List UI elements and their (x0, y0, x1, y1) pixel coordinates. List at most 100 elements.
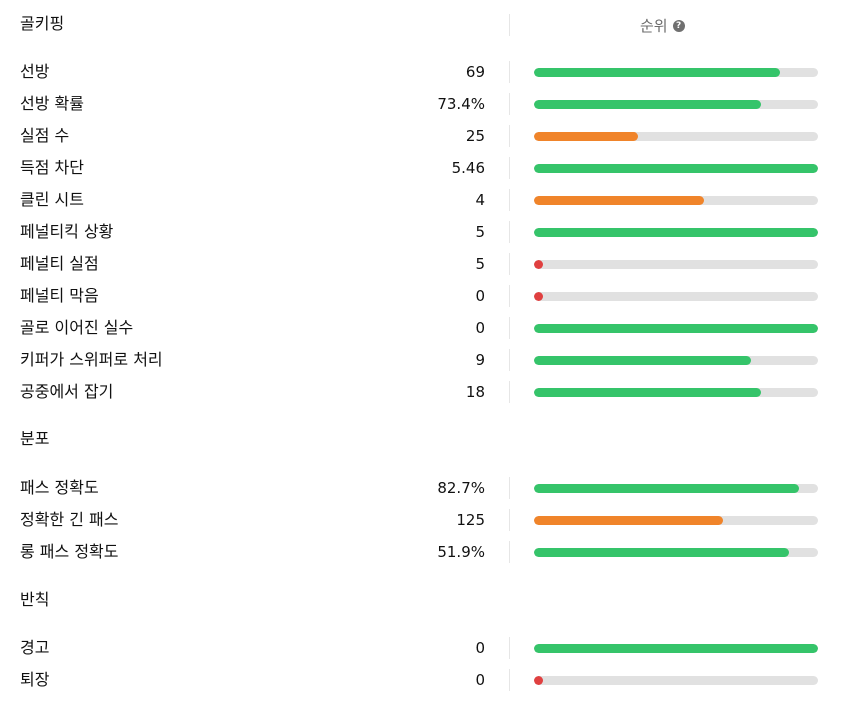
stat-value: 0 (475, 287, 485, 305)
column-divider (509, 477, 510, 499)
section-title-distribution: 분포 (20, 429, 50, 448)
stat-row-penalties-faced: 페널티킥 상황 5 (0, 216, 843, 248)
stat-row-red-cards: 퇴장 0 (0, 664, 843, 696)
rank-bar-fill (534, 548, 789, 557)
column-divider (509, 61, 510, 83)
stat-value: 25 (465, 127, 485, 145)
rank-bar (534, 196, 818, 205)
stat-label: 선방 확률 (20, 94, 84, 113)
stat-label: 패스 정확도 (20, 478, 99, 497)
stat-value: 5 (475, 255, 485, 273)
stat-value: 0 (475, 319, 485, 337)
stat-row-saves: 선방 69 (0, 56, 843, 88)
rank-bar-fill (534, 292, 543, 301)
rank-bar (534, 516, 818, 525)
column-divider (509, 221, 510, 243)
rank-bar-fill (534, 676, 543, 685)
stat-label: 골로 이어진 실수 (20, 318, 134, 337)
stat-row-errors-leading-to-goal: 골로 이어진 실수 0 (0, 312, 843, 344)
rank-bar-fill (534, 324, 818, 333)
rank-bar-fill (534, 228, 818, 237)
section-title-discipline: 반칙 (20, 590, 50, 609)
stat-value: 69 (465, 63, 485, 81)
stat-label: 클린 시트 (20, 190, 84, 209)
stat-row-goals-conceded: 실점 수 25 (0, 120, 843, 152)
rank-bar (534, 68, 818, 77)
column-divider (509, 157, 510, 179)
rank-bar (534, 324, 818, 333)
stats-header: 골키핑 순위 ? (0, 0, 843, 48)
stat-value: 73.4% (437, 95, 485, 113)
column-divider (509, 317, 510, 339)
rank-bar (534, 100, 818, 109)
rank-bar-fill (534, 356, 751, 365)
rank-bar-fill (534, 196, 704, 205)
column-divider (509, 669, 510, 691)
rank-bar (534, 676, 818, 685)
rank-bar (534, 228, 818, 237)
stat-label: 공중에서 잡기 (20, 382, 114, 401)
stat-label: 퇴장 (20, 670, 50, 689)
stat-row-long-ball-accuracy: 롱 패스 정확도 51.9% (0, 536, 843, 568)
rank-bar (534, 356, 818, 365)
stat-label: 페널티킥 상황 (20, 222, 114, 241)
rank-bar (534, 484, 818, 493)
stat-value: 82.7% (437, 479, 485, 497)
rank-bar-fill (534, 68, 780, 77)
rank-bar-fill (534, 164, 818, 173)
stat-row-accurate-long-balls: 정확한 긴 패스 125 (0, 504, 843, 536)
stat-label: 득점 차단 (20, 158, 84, 177)
stat-label: 페널티 실점 (20, 254, 99, 273)
rank-bar-fill (534, 100, 761, 109)
stat-label: 페널티 막음 (20, 286, 99, 305)
stat-row-penalty-saves: 페널티 막음 0 (0, 280, 843, 312)
column-divider (509, 253, 510, 275)
stat-label: 정확한 긴 패스 (20, 510, 119, 529)
rank-bar (534, 260, 818, 269)
help-icon[interactable]: ? (672, 20, 685, 32)
rank-bar (534, 164, 818, 173)
rank-bar (534, 292, 818, 301)
stat-value: 51.9% (437, 543, 485, 561)
rank-header-label: 순위 (640, 17, 668, 35)
column-divider (509, 509, 510, 531)
rank-bar-fill (534, 132, 638, 141)
stat-row-yellow-cards: 경고 0 (0, 632, 843, 664)
rank-bar (534, 132, 818, 141)
stat-value: 4 (475, 191, 485, 209)
rank-bar-fill (534, 484, 799, 493)
rank-bar-fill (534, 260, 543, 269)
stat-row-penalty-goals-conceded: 페널티 실점 5 (0, 248, 843, 280)
rank-bar (534, 644, 818, 653)
stat-label: 롱 패스 정확도 (20, 542, 119, 561)
column-divider (509, 541, 510, 563)
stat-value: 18 (465, 383, 485, 401)
section-title-goalkeeping: 골키핑 (20, 14, 65, 33)
rank-bar (534, 388, 818, 397)
stat-row-save-percentage: 선방 확률 73.4% (0, 88, 843, 120)
column-divider (509, 349, 510, 371)
rank-bar-fill (534, 388, 761, 397)
stat-value: 0 (475, 671, 485, 689)
stat-value: 0 (475, 639, 485, 657)
stat-row-pass-accuracy: 패스 정확도 82.7% (0, 472, 843, 504)
rank-bar (534, 548, 818, 557)
stat-value: 5 (475, 223, 485, 241)
stat-value: 5.46 (451, 159, 485, 177)
column-divider (509, 637, 510, 659)
column-divider (509, 285, 510, 307)
column-divider (509, 189, 510, 211)
column-divider (509, 93, 510, 115)
column-divider (509, 125, 510, 147)
stat-row-sweeper-actions: 키퍼가 스위퍼로 처리 9 (0, 344, 843, 376)
stat-label: 키퍼가 스위퍼로 처리 (20, 350, 163, 369)
stat-value: 9 (475, 351, 485, 369)
column-divider (509, 381, 510, 403)
rank-bar-fill (534, 516, 723, 525)
stat-label: 선방 (20, 62, 50, 81)
rank-bar-fill (534, 644, 818, 653)
stat-row-high-claims: 공중에서 잡기 18 (0, 376, 843, 408)
stat-value: 125 (456, 511, 485, 529)
rank-column-header: 순위 ? (640, 16, 685, 36)
